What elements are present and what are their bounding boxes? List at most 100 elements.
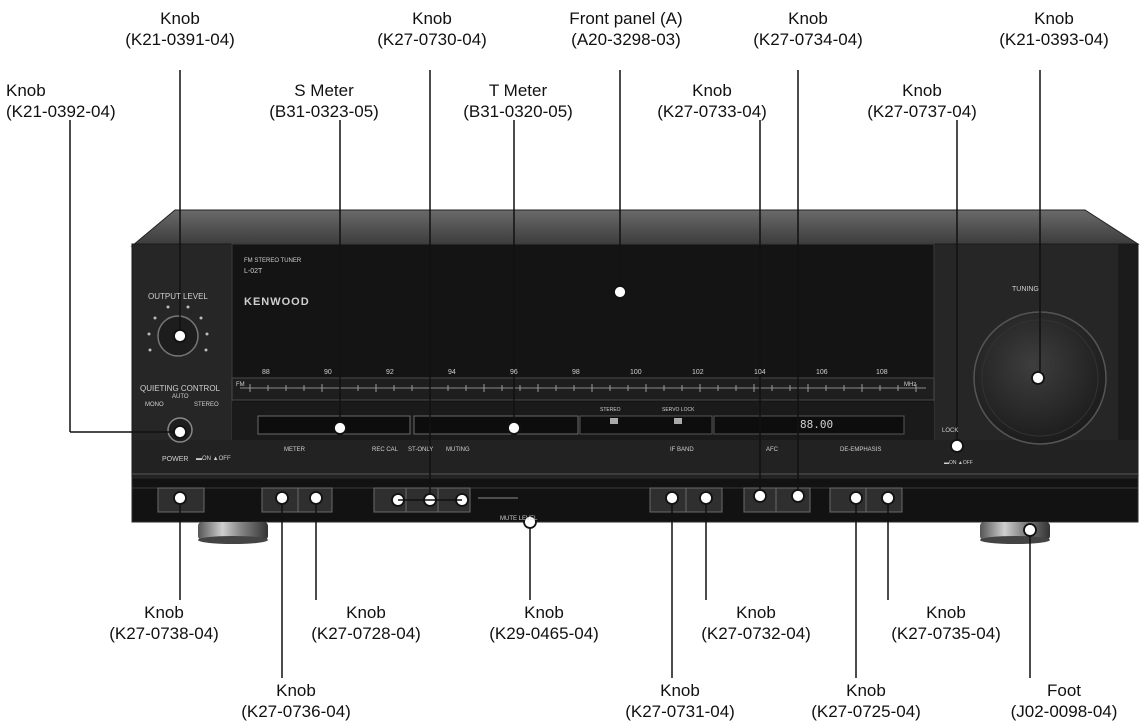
servo-lock-indicator: SERVO LOCK xyxy=(662,407,695,413)
callout-code: (J02-0098-04) xyxy=(1010,702,1118,721)
quieting-control-label: QUIETING CONTROL xyxy=(140,384,221,393)
callout-code: (K21-0393-04) xyxy=(999,30,1109,49)
callout-name: Front panel (A) xyxy=(569,9,683,28)
callout-code: (K27-0731-04) xyxy=(625,702,735,721)
if-band-label: IF BAND xyxy=(670,447,694,453)
muting-label: MUTING xyxy=(446,447,470,453)
callout-k27-0731: Knob (K27-0731-04) xyxy=(625,680,735,722)
scale-number: 98 xyxy=(572,369,580,376)
callout-name: Knob xyxy=(692,81,732,100)
st-only-label: ST-ONLY xyxy=(408,447,434,453)
scale-number: 96 xyxy=(510,369,518,376)
callout-front-panel-a: Front panel (A) (A20-3298-03) xyxy=(569,8,682,50)
mhz-label: MHz xyxy=(904,382,917,388)
callout-name: S Meter xyxy=(294,81,354,100)
fm-label: FM xyxy=(236,382,245,388)
callout-name: Knob xyxy=(144,603,184,622)
callout-name: Knob xyxy=(846,681,886,700)
callout-k21-0391: Knob (K21-0391-04) xyxy=(125,8,235,50)
de-emphasis-label: DE-EMPHASIS xyxy=(840,447,882,453)
callout-code: (K27-0730-04) xyxy=(377,30,487,49)
model-title: FM STEREO TUNER xyxy=(244,258,302,264)
callout-k21-0392: Knob (K21-0392-04) xyxy=(6,80,116,122)
callout-t-meter: T Meter (B31-0320-05) xyxy=(463,80,573,122)
callout-k27-0730: Knob (K27-0730-04) xyxy=(377,8,487,50)
callout-k27-0728: Knob (K27-0728-04) xyxy=(311,602,421,644)
afc-label: AFC xyxy=(766,447,778,453)
scale-number: 100 xyxy=(630,369,642,376)
callout-k29-0465: Knob (K29-0465-04) xyxy=(489,602,599,644)
callout-s-meter: S Meter (B31-0323-05) xyxy=(269,80,379,122)
meter-label: METER xyxy=(284,447,305,453)
rec-cal-label: REC CAL xyxy=(372,447,399,453)
left-foot xyxy=(198,522,268,540)
top-cover xyxy=(130,209,1140,247)
power-label: POWER xyxy=(162,456,189,463)
callout-k27-0734: Knob (K27-0734-04) xyxy=(753,8,863,50)
callout-name: T Meter xyxy=(488,81,548,100)
scale-number: 102 xyxy=(692,369,704,376)
callout-code: (K27-0734-04) xyxy=(753,30,863,49)
callout-name: Knob xyxy=(524,603,564,622)
frequency-display: 88.00 xyxy=(800,418,834,431)
callout-name: Knob xyxy=(736,603,776,622)
scale-number: 88 xyxy=(262,369,270,376)
callout-k21-0393: Knob (K21-0393-04) xyxy=(999,8,1109,50)
callout-name: Knob xyxy=(902,81,942,100)
callout-code: (K27-0736-04) xyxy=(241,702,351,721)
scale-number: 104 xyxy=(754,369,766,376)
output-level-label: OUTPUT LEVEL xyxy=(148,292,208,301)
leader-lines xyxy=(69,70,1041,678)
callout-code: (B31-0320-05) xyxy=(463,102,573,121)
stereo-indicator: STEREO xyxy=(600,407,621,413)
callout-code: (K27-0728-04) xyxy=(311,624,421,643)
model-number: L-02T xyxy=(244,268,263,275)
scale-number: 108 xyxy=(876,369,888,376)
callout-foot: Foot (J02-0098-04) xyxy=(1011,680,1118,722)
callout-code: (K27-0725-04) xyxy=(811,702,921,721)
scale-number: 106 xyxy=(816,369,828,376)
callout-name: Knob xyxy=(160,9,200,28)
scale-number: 94 xyxy=(448,369,456,376)
callout-name: Knob xyxy=(1034,9,1074,28)
callout-code: (K27-0737-04) xyxy=(867,102,977,121)
callout-name: Foot xyxy=(1046,681,1082,700)
callout-name: Knob xyxy=(346,603,386,622)
dial-window xyxy=(231,377,935,401)
callout-code: (B31-0323-05) xyxy=(269,102,379,121)
callout-k27-0738: Knob (K27-0738-04) xyxy=(109,602,219,644)
callout-k27-0737: Knob (K27-0737-04) xyxy=(867,80,977,122)
mute-level-label: MUTE LEVEL xyxy=(500,516,538,522)
callout-code: (K27-0733-04) xyxy=(657,102,767,121)
tuning-label: TUNING xyxy=(1012,286,1039,293)
callout-k27-0732: Knob (K27-0732-04) xyxy=(701,602,811,644)
callout-name: Knob xyxy=(660,681,700,700)
lock-onoff-label: ▬ON ▲OFF xyxy=(944,460,973,466)
mono-label: MONO xyxy=(145,402,164,408)
auto-label: AUTO xyxy=(172,394,189,400)
scale-number: 92 xyxy=(386,369,394,376)
callout-code: (K29-0465-04) xyxy=(489,624,599,643)
callout-name: Knob xyxy=(788,9,828,28)
callout-code: (A20-3298-03) xyxy=(571,30,681,49)
brand-logo: KENWOOD xyxy=(244,296,310,308)
callout-name: Knob xyxy=(412,9,452,28)
callout-k27-0725: Knob (K27-0725-04) xyxy=(811,680,921,722)
callout-name: Knob xyxy=(926,603,966,622)
callout-name: Knob xyxy=(276,681,316,700)
callout-code: (K27-0738-04) xyxy=(109,624,219,643)
callout-code: (K21-0391-04) xyxy=(125,30,235,49)
lock-label: LOCK xyxy=(942,428,959,434)
callout-k27-0733: Knob (K27-0733-04) xyxy=(657,80,767,122)
stereo-label: STEREO xyxy=(194,402,219,408)
t-meter-window xyxy=(413,415,579,435)
callout-k27-0736: Knob (K27-0736-04) xyxy=(241,680,351,722)
callout-k27-0735: Knob (K27-0735-04) xyxy=(891,602,1001,644)
power-onoff-label: ▬ON ▲OFF xyxy=(196,456,231,462)
callout-code: (K27-0732-04) xyxy=(701,624,811,643)
callout-code: (K27-0735-04) xyxy=(891,624,1001,643)
scale-number: 90 xyxy=(324,369,332,376)
callout-code: (K21-0392-04) xyxy=(6,102,116,121)
